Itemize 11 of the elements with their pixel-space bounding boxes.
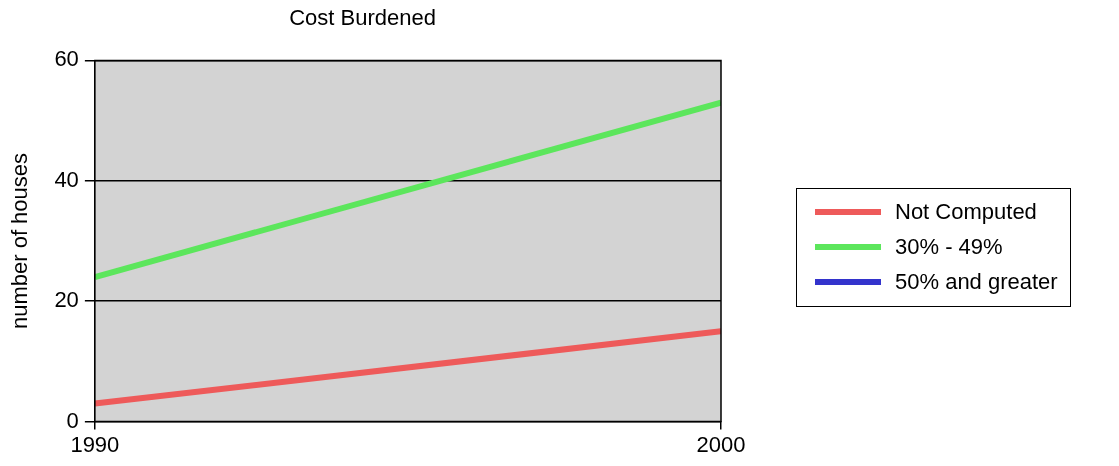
y-tick-label: 60 — [54, 46, 79, 72]
legend-label: 50% and greater — [895, 269, 1058, 295]
x-tick-label: 1990 — [70, 431, 120, 457]
legend-label: 30% - 49% — [895, 234, 1003, 260]
y-axis-title: number of houses — [7, 152, 33, 330]
y-tick-label: 0 — [66, 407, 79, 433]
y-tick-label: 40 — [54, 166, 79, 192]
x-tick-label: 2000 — [696, 431, 746, 457]
legend-label: Not Computed — [895, 199, 1037, 225]
chart-title: Cost Burdened — [289, 5, 436, 31]
y-tick-label: 20 — [54, 287, 79, 313]
